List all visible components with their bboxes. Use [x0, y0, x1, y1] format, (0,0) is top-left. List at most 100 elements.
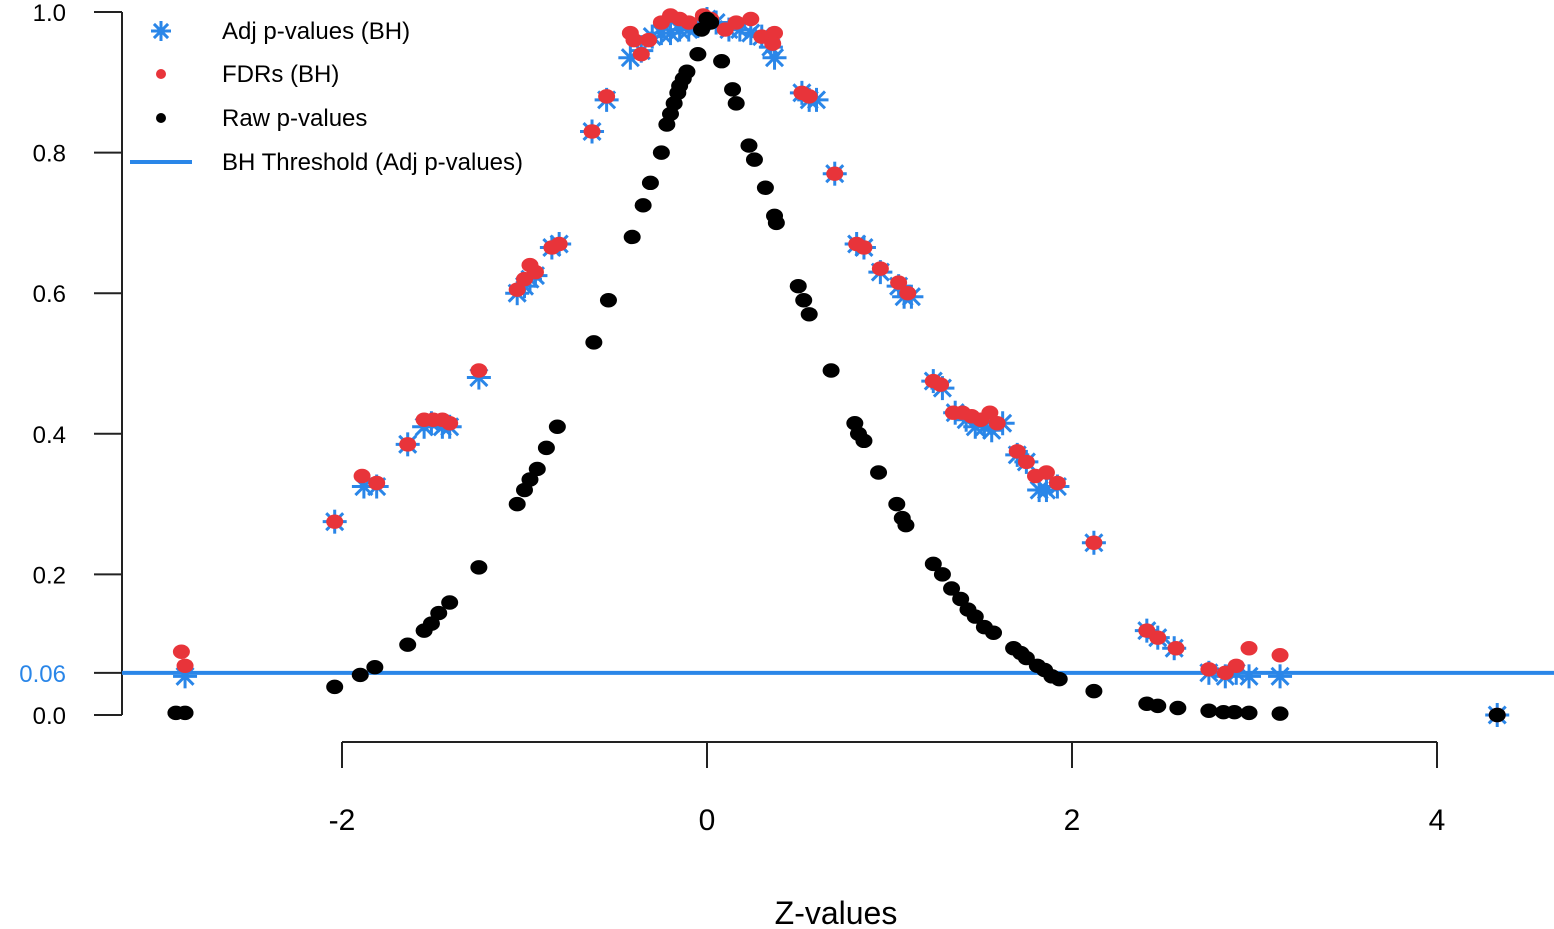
- data-point-fdrs-bh: [470, 363, 488, 378]
- data-point-raw-p-values: [1271, 706, 1289, 721]
- legend-label: Raw p-values: [222, 105, 367, 132]
- data-point-fdrs-bh: [1149, 630, 1167, 645]
- data-point-raw-p-values: [430, 605, 448, 621]
- data-point-raw-p-values: [822, 363, 840, 378]
- y-axis: 0.0 0.2 0.4 0.6 0.8 1.0 0.06: [19, 0, 123, 730]
- data-point-fdrs-bh: [871, 261, 889, 276]
- data-point-fdrs-bh: [598, 89, 616, 104]
- data-point-raw-p-values: [548, 419, 566, 434]
- data-point-fdrs-bh: [855, 240, 873, 255]
- data-point-raw-p-values: [702, 15, 720, 30]
- legend-asterisk-icon: [151, 21, 171, 41]
- data-point-raw-p-values: [528, 461, 546, 477]
- data-point-fdrs-bh: [727, 15, 745, 30]
- data-point-adj-p-values-bh: [1268, 664, 1293, 689]
- data-point-raw-p-values: [652, 145, 670, 160]
- data-point-fdrs-bh: [1200, 662, 1218, 677]
- x-tick-label: -2: [329, 804, 356, 837]
- threshold-tick-label: 0.06: [19, 661, 66, 688]
- data-point-fdrs-bh: [550, 236, 568, 252]
- data-point-fdrs-bh: [625, 32, 643, 48]
- data-point-fdrs-bh: [766, 25, 784, 41]
- data-point-raw-p-values: [599, 293, 617, 308]
- data-point-fdrs-bh: [1240, 640, 1258, 656]
- data-point-raw-p-values: [1050, 671, 1068, 687]
- data-point-raw-p-values: [441, 595, 459, 610]
- data-point-fdrs-bh: [764, 36, 782, 51]
- series-adj-p-values-bh: [173, 7, 1510, 727]
- y-tick-label: 0.2: [33, 562, 66, 589]
- data-point-fdrs-bh: [1167, 640, 1185, 656]
- data-point-raw-p-values: [795, 293, 813, 308]
- data-point-raw-p-values: [470, 560, 488, 575]
- data-point-raw-p-values: [943, 581, 961, 596]
- data-point-fdrs-bh: [899, 285, 917, 301]
- data-point-fdrs-bh: [1008, 444, 1026, 459]
- x-axis: -2 0 2 4: [329, 741, 1445, 837]
- data-point-fdrs-bh: [1017, 454, 1035, 470]
- data-point-fdrs-bh: [981, 405, 999, 420]
- data-point-fdrs-bh: [583, 124, 601, 139]
- data-point-fdrs-bh: [932, 377, 950, 392]
- data-point-raw-p-values: [1169, 700, 1187, 716]
- data-point-raw-p-values: [1488, 707, 1506, 723]
- data-point-fdrs-bh: [353, 468, 371, 484]
- data-point-raw-p-values: [800, 307, 818, 322]
- data-point-raw-p-values: [933, 567, 951, 582]
- data-point-raw-p-values: [689, 46, 707, 62]
- data-point-fdrs-bh: [680, 15, 698, 30]
- data-point-raw-p-values: [1149, 698, 1167, 714]
- data-point-raw-p-values: [952, 591, 970, 607]
- x-tick-label: 0: [699, 804, 716, 837]
- data-point-raw-p-values: [767, 215, 785, 231]
- data-point-fdrs-bh: [176, 658, 194, 674]
- data-point-fdrs-bh: [640, 32, 658, 48]
- legend-item-adj-p-values-bh: Adj p-values (BH): [151, 18, 410, 45]
- data-point-raw-p-values: [740, 138, 758, 153]
- data-point-raw-p-values: [508, 496, 526, 512]
- data-point-raw-p-values: [1225, 704, 1243, 720]
- data-point-raw-p-values: [888, 496, 906, 512]
- x-tick-label: 2: [1064, 804, 1081, 837]
- legend-label: Adj p-values (BH): [222, 18, 410, 45]
- legend-label: BH Threshold (Adj p-values): [222, 149, 523, 176]
- legend-label: FDRs (BH): [222, 61, 339, 88]
- data-point-raw-p-values: [678, 64, 696, 79]
- series-raw-p-values: [167, 11, 1506, 723]
- y-tick-label: 1.0: [33, 0, 66, 27]
- data-point-raw-p-values: [422, 616, 440, 631]
- data-point-raw-p-values: [870, 465, 888, 480]
- data-point-fdrs-bh: [368, 475, 386, 491]
- x-axis-title: Z-values: [775, 895, 898, 929]
- data-point-fdrs-bh: [826, 166, 844, 181]
- data-point-fdrs-bh: [326, 514, 344, 529]
- data-point-raw-p-values: [713, 53, 731, 69]
- data-point-fdrs-bh: [399, 437, 417, 452]
- data-point-fdrs-bh: [988, 416, 1006, 431]
- legend-item-raw-p-values: Raw p-values: [156, 105, 367, 132]
- data-point-fdrs-bh: [526, 264, 544, 280]
- data-point-raw-p-values: [727, 96, 745, 111]
- data-point-fdrs-bh: [1085, 535, 1103, 550]
- data-point-raw-p-values: [366, 659, 384, 675]
- data-point-raw-p-values: [789, 278, 807, 294]
- data-point-fdrs-bh: [800, 89, 818, 104]
- data-point-fdrs-bh: [1271, 648, 1289, 663]
- data-point-fdrs-bh: [172, 644, 190, 659]
- legend-item-fdrs-bh: FDRs (BH): [156, 61, 339, 88]
- data-point-fdrs-bh: [1037, 465, 1055, 480]
- data-point-fdrs-bh: [508, 282, 526, 297]
- y-tick-label: 0.0: [33, 703, 66, 730]
- legend: Adj p-values (BH) FDRs (BH) Raw p-values BH…: [130, 18, 523, 176]
- data-point-raw-p-values: [399, 637, 417, 652]
- data-point-raw-p-values: [1240, 705, 1258, 721]
- data-point-raw-p-values: [745, 152, 763, 167]
- legend-dot-icon: [156, 113, 166, 123]
- data-point-raw-p-values: [924, 556, 942, 572]
- y-tick-label: 0.4: [33, 422, 66, 449]
- series-fdrs-bh: [172, 8, 1506, 723]
- data-point-raw-p-values: [176, 705, 194, 721]
- data-point-fdrs-bh: [1048, 475, 1066, 491]
- data-point-raw-p-values: [966, 609, 984, 624]
